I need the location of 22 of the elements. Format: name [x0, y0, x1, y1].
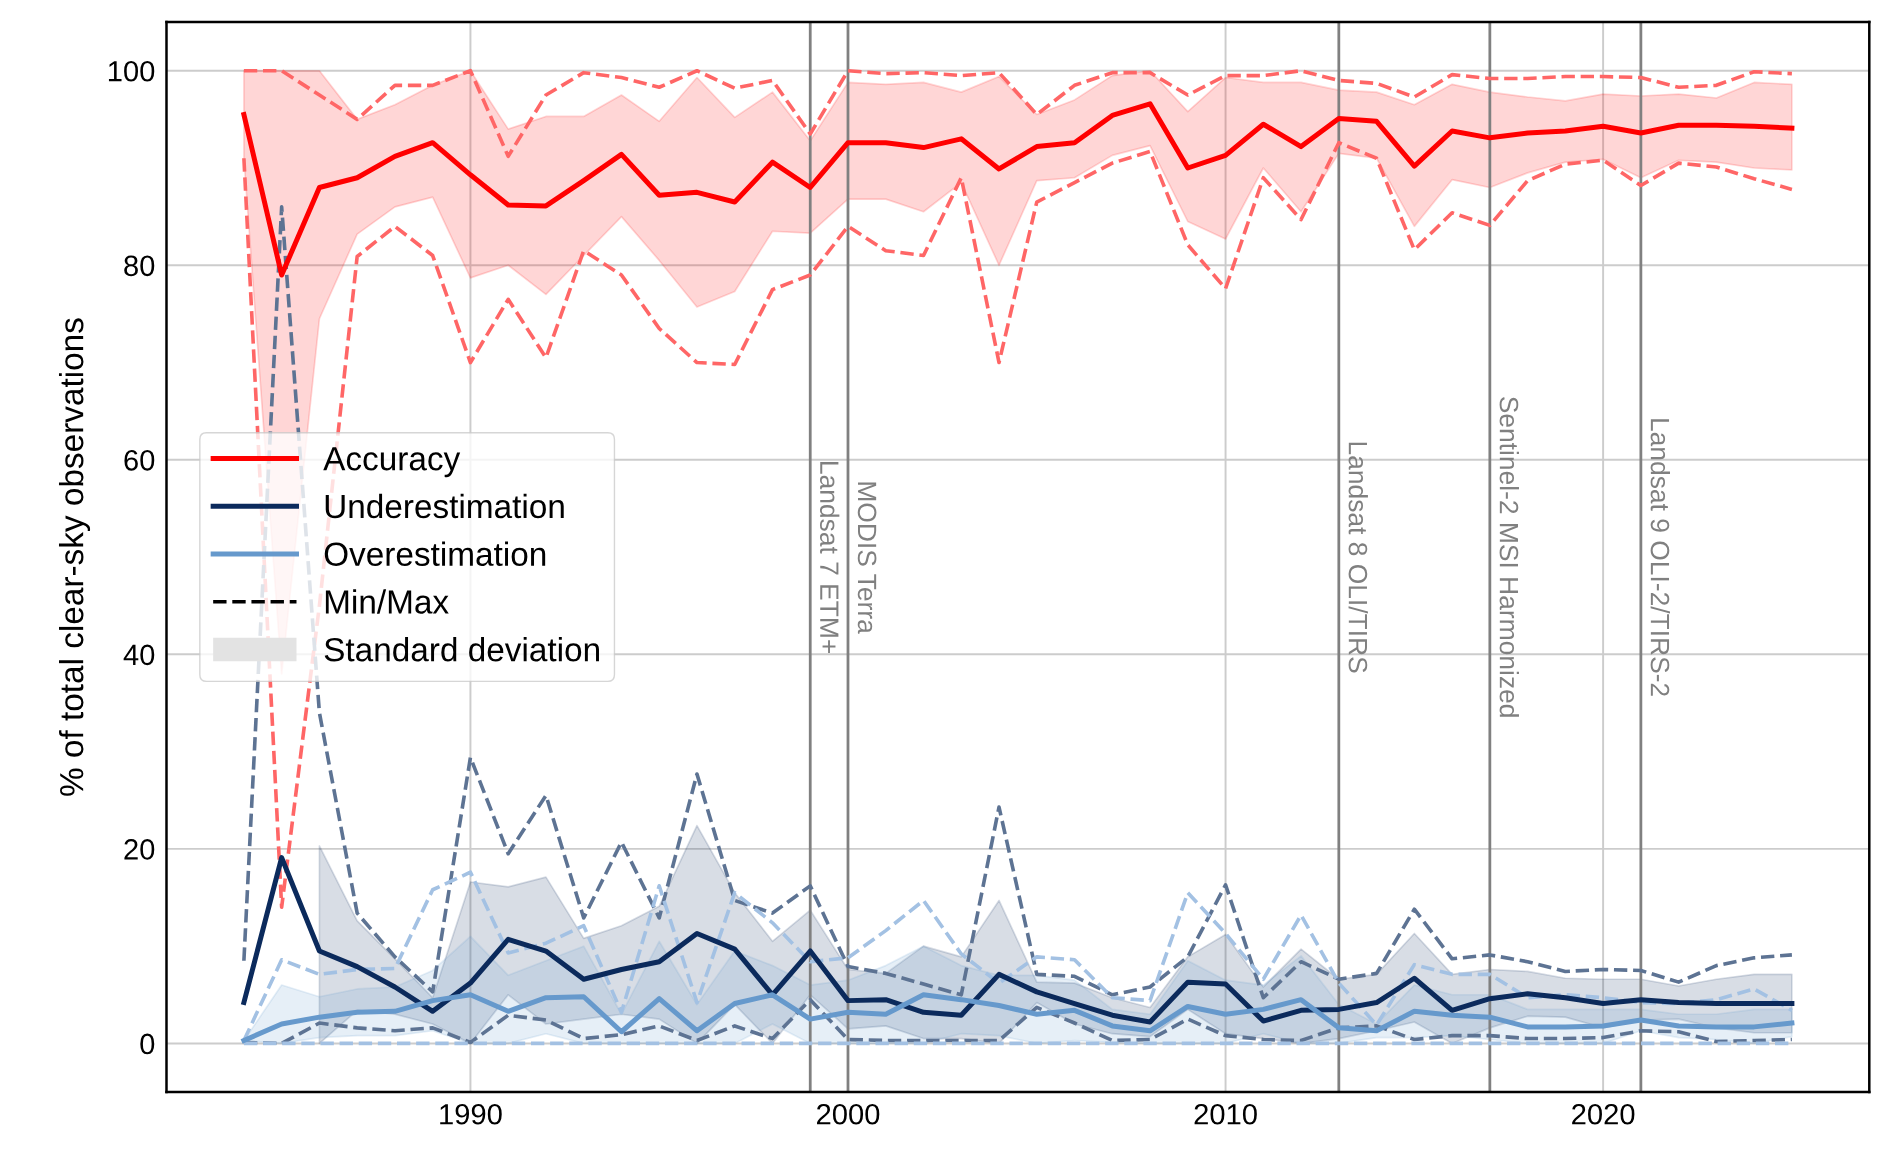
y-tick-label: 40	[123, 644, 155, 666]
y-tick-label: 20	[124, 839, 155, 860]
y-tick-label: 60	[124, 450, 155, 471]
legend-label: Min/Max	[325, 589, 449, 614]
legend-label: Overestimation	[324, 541, 546, 567]
legend-label: Standard deviation	[324, 637, 599, 662]
line-series	[242, 68, 1794, 159]
x-tick-label: 2010	[1194, 1103, 1257, 1125]
y-axis-title: % of total clear-sky observations	[58, 318, 91, 796]
y-tick-label: 0	[140, 1033, 155, 1055]
y-tick-label: 80	[124, 255, 155, 277]
x-tick-label: 2000	[817, 1103, 880, 1125]
x-tick-label: 1990	[440, 1103, 502, 1125]
ref-line-label: MODIS Terra	[857, 482, 877, 634]
ref-line-label: Landsat 7 ETM+	[819, 462, 840, 653]
ref-line-label: Landsat 9 OLI-2/TIRS-2	[1650, 419, 1670, 696]
ref-line-label: Landsat 8 OLI/TIRS	[1348, 442, 1368, 673]
legend-label: Underestimation	[325, 493, 564, 519]
x-tick-label: 2020	[1572, 1103, 1635, 1125]
ref-line-label: Sentinel-2 MSI Harmonized	[1499, 396, 1519, 717]
legend-label: Accuracy	[323, 447, 461, 478]
y-tick-label: 100	[108, 60, 155, 82]
